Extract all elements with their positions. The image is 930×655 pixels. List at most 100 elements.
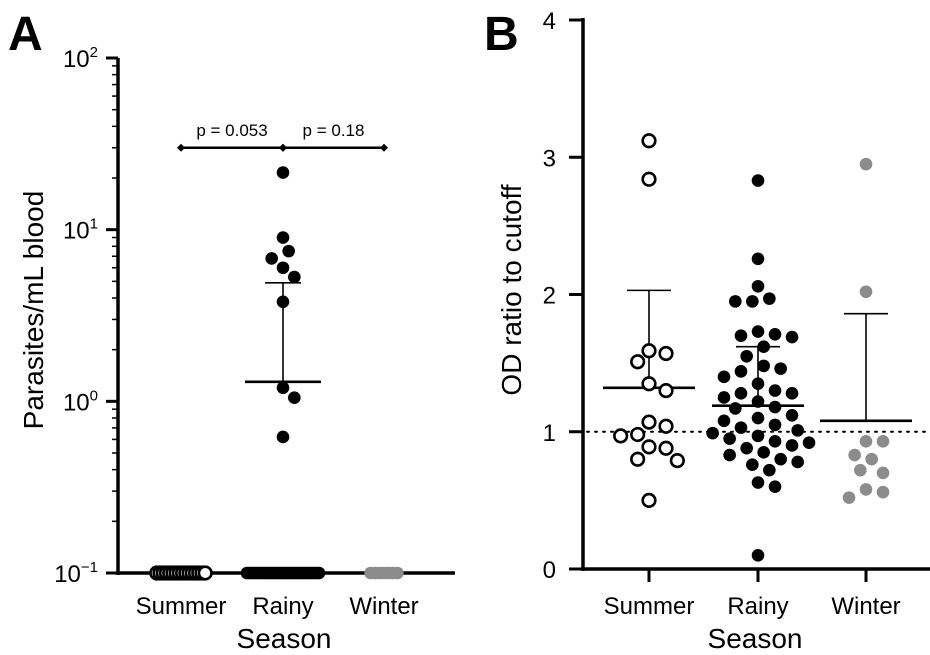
panel-a-y-tick-label: 10−1 [54,559,98,588]
data-point-rainy [751,325,765,338]
bracket-end-marker [380,143,388,152]
data-point-rainy [746,458,759,471]
panel-a-y-tick-label: 101 [63,216,98,245]
p-value-label: p = 0.18 [303,121,365,140]
panel-a-x-tick-label-rainy: Rainy [252,593,313,620]
bracket-end-marker [279,143,287,152]
data-point-rainy [785,408,799,422]
panel-a-chart: 10−1 100 101 102 Summer Rainy Winter p = 0.053… [18,44,455,654]
panel-b-y-tick-label: 3 [543,145,556,172]
data-point-summer [641,343,657,359]
data-point-rainy [774,362,787,375]
data-point-winter [859,435,873,448]
panel-b-y-tick-label: 0 [543,557,556,584]
data-point-rainy [276,261,290,275]
data-point-rainy [282,244,295,258]
data-point-summer [641,171,657,187]
data-point-rainy [757,340,770,353]
data-point-winter [865,452,878,466]
data-point-rainy [288,270,301,284]
data-point-rainy [723,432,736,445]
data-point-rainy [734,421,748,434]
panel-b-x-tick-label-summer: Summer [604,593,695,620]
data-point-rainy [802,436,816,450]
data-point-rainy [791,424,804,437]
data-point-rainy [717,370,731,384]
panel-b-y-tick-label: 1 [543,420,556,447]
data-point-rainy [276,295,290,309]
bracket-end-marker [177,143,185,152]
data-point-rainy [785,387,799,400]
panel-b-y-tick-label: 2 [543,283,556,310]
data-point-summer [613,428,629,444]
data-point-rainy [763,292,776,305]
data-point-rainy [734,329,748,342]
data-point-rainy [757,446,770,459]
data-point-rainy [729,295,742,308]
data-point-rainy [717,391,731,404]
data-point-rainy [740,349,753,363]
data-point-rainy [751,252,765,266]
data-point-rainy [768,480,782,493]
panel-a-letter: A [8,8,43,61]
data-point-summer [658,382,674,399]
data-point-rainy [276,381,290,395]
panel-b-chart: 0 1 2 3 4 Summer Rainy Winter OD ratio to cutof… [496,8,930,654]
panel-a-x-tick-label-summer: Summer [136,593,227,620]
data-point-rainy [734,387,748,400]
data-point-winter [391,566,404,580]
data-point-rainy [785,330,799,344]
data-point-rainy [265,252,278,265]
data-point-winter [859,285,873,299]
data-point-rainy [768,435,782,448]
panel-b-y-tick-label: 4 [543,8,556,35]
panel-b-letter: B [484,8,519,61]
data-point-rainy [768,384,782,397]
data-point-rainy [751,548,765,562]
panel-a-x-axis-title: Season [237,623,332,654]
data-point-rainy [751,411,765,425]
data-point-rainy [768,328,782,341]
data-point-summer [630,426,646,443]
panel-b-x-tick-label-rainy: Rainy [727,593,788,620]
data-point-rainy [751,279,765,293]
data-point-rainy [729,402,742,415]
data-point-winter [876,485,890,499]
data-point-rainy [288,391,301,404]
data-point-summer [641,414,657,430]
data-point-rainy [751,395,765,408]
data-point-summer [641,133,657,149]
data-point-rainy [751,377,765,391]
data-point-rainy [740,441,753,455]
panel-a-x-tick-label-winter: Winter [349,593,418,620]
data-point-summer [658,440,674,456]
panel-a-y-axis-title: Parasites/mL blood [18,191,49,430]
panel-a-y-tick-label: 102 [63,44,98,73]
data-point-rainy [751,429,765,443]
data-point-winter [854,463,867,477]
data-point-rainy [717,414,731,428]
data-point-summer [641,492,657,508]
data-point-summer [641,439,657,455]
data-point-rainy [751,476,765,489]
data-point-rainy [768,400,782,414]
data-point-winter [848,448,861,462]
data-point-summer [197,565,213,581]
data-point-winter [859,483,873,496]
panel-b-x-axis-title: Season [708,623,803,654]
data-point-rainy [785,439,799,452]
data-point-rainy [763,463,776,477]
panel-b-y-axis-title: OD ratio to cutoff [496,184,527,395]
panel-a-y-tick-label: 100 [63,387,98,416]
data-point-rainy [774,452,787,466]
data-point-winter [842,491,856,504]
data-point-summer [658,345,674,362]
data-point-summer [669,452,685,469]
data-point-rainy [276,166,290,179]
data-point-rainy [757,359,770,373]
data-point-rainy [706,426,719,440]
data-point-summer [630,354,646,370]
data-point-winter [876,435,890,448]
data-point-summer [641,376,657,392]
